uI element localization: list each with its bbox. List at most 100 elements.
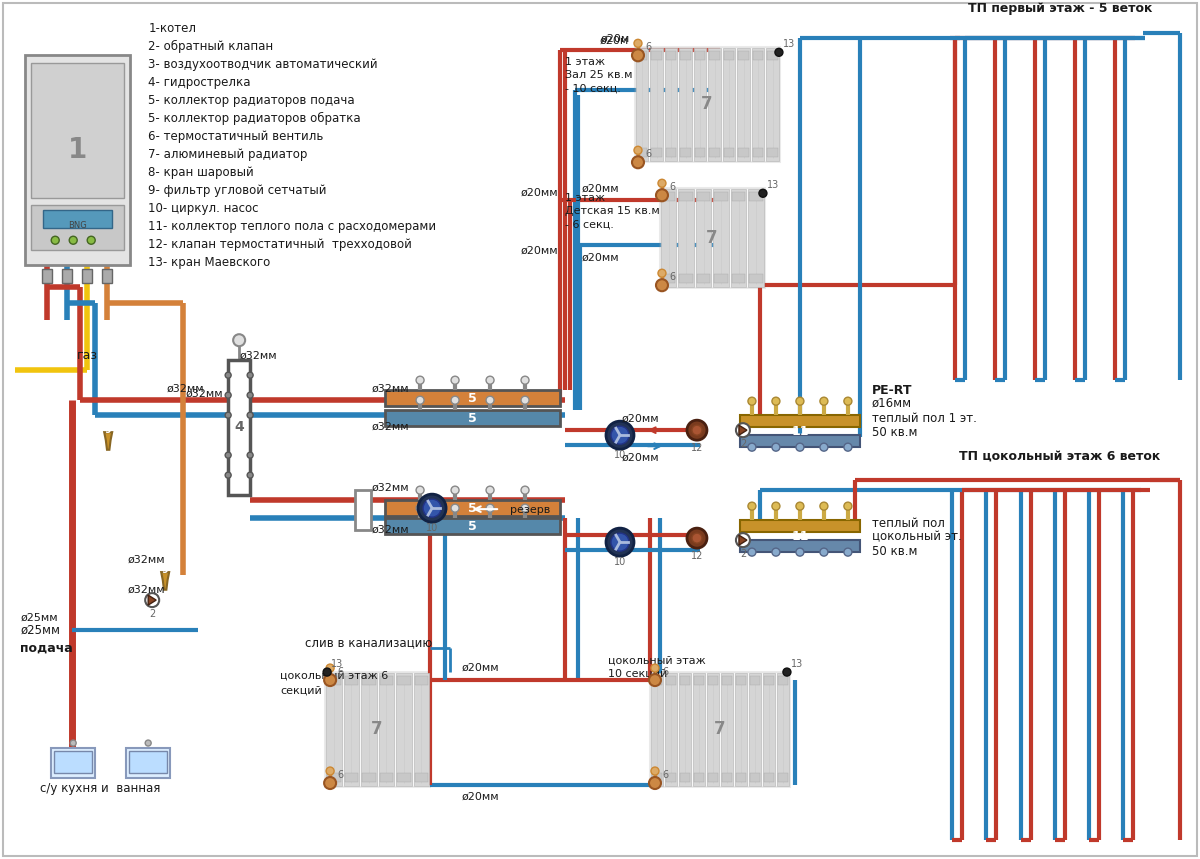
Bar [749, 673, 761, 786]
Bar [708, 773, 718, 782]
Bar [378, 673, 394, 786]
Text: 10: 10 [614, 557, 626, 567]
Bar [325, 672, 430, 787]
Bar [714, 192, 728, 201]
Bar [697, 192, 710, 201]
Bar [25, 55, 130, 265]
Circle shape [486, 504, 494, 512]
Text: ø20м: ø20м [600, 34, 630, 43]
Bar [414, 773, 428, 782]
Circle shape [782, 668, 791, 676]
Circle shape [796, 548, 804, 556]
Circle shape [611, 426, 629, 444]
Bar [666, 773, 676, 782]
Text: 2- обратный клапан: 2- обратный клапан [148, 40, 274, 53]
Circle shape [606, 421, 634, 449]
Circle shape [145, 740, 151, 746]
Text: 1 этаж: 1 этаж [565, 58, 605, 67]
Bar [54, 751, 92, 773]
Text: 6: 6 [644, 149, 652, 159]
Circle shape [775, 48, 782, 57]
Bar [396, 673, 412, 786]
Bar [379, 676, 394, 685]
Text: 10- циркул. насос: 10- циркул. насос [148, 202, 259, 216]
Text: 50 кв.м: 50 кв.м [872, 545, 917, 557]
Text: 5- коллектор радиаторов подача: 5- коллектор радиаторов подача [148, 94, 355, 107]
Text: 13: 13 [791, 659, 803, 669]
Bar [326, 673, 342, 786]
Bar [679, 48, 692, 161]
Circle shape [52, 236, 59, 244]
Circle shape [226, 412, 232, 418]
Circle shape [632, 49, 644, 61]
Text: ø32мм: ø32мм [371, 383, 409, 393]
Bar [692, 673, 704, 786]
Circle shape [326, 664, 334, 672]
Bar [665, 673, 677, 786]
Bar [740, 521, 860, 532]
Bar [362, 773, 376, 782]
Circle shape [451, 376, 460, 384]
Bar [43, 210, 112, 228]
Circle shape [692, 425, 702, 436]
Bar [694, 773, 704, 782]
Circle shape [247, 472, 253, 478]
Text: ø20мм: ø20мм [521, 245, 558, 255]
Bar [666, 676, 676, 685]
Circle shape [247, 372, 253, 378]
Text: BNG: BNG [68, 221, 86, 229]
Bar [660, 188, 764, 289]
Bar [750, 274, 763, 283]
Circle shape [758, 189, 767, 198]
Text: 7: 7 [701, 95, 713, 113]
Text: 9: 9 [162, 565, 168, 576]
Text: 9- фильтр угловой сетчатый: 9- фильтр угловой сетчатый [148, 185, 326, 198]
Bar [740, 436, 860, 448]
Text: цокольный эт.: цокольный эт. [872, 531, 961, 544]
Bar [679, 673, 691, 786]
Text: ø20мм: ø20мм [521, 187, 558, 198]
Bar [680, 149, 691, 157]
Polygon shape [739, 425, 746, 436]
Circle shape [324, 777, 336, 789]
Bar [708, 676, 718, 685]
Circle shape [521, 486, 529, 494]
Text: 12: 12 [691, 443, 703, 454]
Text: 1 этаж: 1 этаж [565, 193, 605, 204]
Bar [736, 773, 746, 782]
Bar [768, 149, 778, 157]
Bar [695, 52, 706, 60]
Text: ø20мм: ø20мм [581, 253, 619, 262]
Text: ø25мм: ø25мм [20, 613, 58, 623]
Text: - 10 секц.: - 10 секц. [565, 83, 620, 94]
Text: 5: 5 [468, 411, 476, 424]
Text: 10: 10 [426, 523, 438, 533]
Text: 6: 6 [662, 667, 668, 677]
Bar [666, 149, 677, 157]
Text: ø32мм: ø32мм [371, 525, 409, 535]
Text: Детская 15 кв.м: Детская 15 кв.м [565, 206, 660, 216]
Circle shape [649, 674, 661, 686]
Bar [709, 149, 720, 157]
Text: подача: подача [20, 642, 73, 655]
Bar [750, 192, 763, 201]
Circle shape [424, 499, 442, 517]
Text: 7: 7 [371, 720, 383, 738]
Text: с/у кухня и  ванная: с/у кухня и ванная [40, 782, 161, 795]
Bar [666, 52, 677, 60]
Circle shape [748, 397, 756, 405]
Bar [750, 676, 760, 685]
Bar [637, 52, 648, 60]
Bar [749, 189, 764, 287]
Bar [385, 518, 560, 534]
Text: резерв: резерв [510, 505, 550, 515]
Bar [650, 48, 662, 161]
Circle shape [521, 504, 529, 512]
Circle shape [658, 269, 666, 277]
Circle shape [70, 236, 77, 244]
Bar [734, 673, 746, 786]
Bar [709, 52, 720, 60]
Text: 5: 5 [468, 520, 476, 533]
Circle shape [486, 376, 494, 384]
Text: 3- воздухоотводчик автоматический: 3- воздухоотводчик автоматический [148, 58, 378, 71]
